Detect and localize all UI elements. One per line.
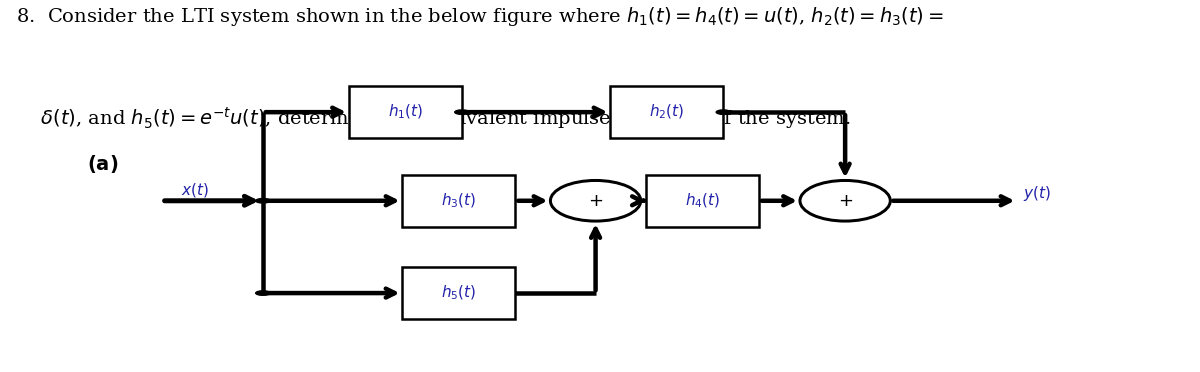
Text: $\delta(t)$, and $h_5(t) = e^{-t}u(t)$, determine the equivalent impulse respons: $\delta(t)$, and $h_5(t) = e^{-t}u(t)$, … bbox=[16, 105, 850, 131]
FancyBboxPatch shape bbox=[611, 86, 724, 138]
Text: +: + bbox=[838, 192, 853, 210]
FancyBboxPatch shape bbox=[402, 267, 515, 319]
Text: $h_1(t)$: $h_1(t)$ bbox=[388, 103, 424, 121]
Text: $\mathbf{(a)}$: $\mathbf{(a)}$ bbox=[86, 153, 119, 175]
Circle shape bbox=[716, 110, 731, 114]
Text: $h_4(t)$: $h_4(t)$ bbox=[685, 192, 720, 210]
Text: $y(t)$: $y(t)$ bbox=[1024, 184, 1051, 203]
Text: 8.  Consider the LTI system shown in the below figure where $h_1(t) = h_4(t) = u: 8. Consider the LTI system shown in the … bbox=[16, 5, 943, 28]
Text: $h_5(t)$: $h_5(t)$ bbox=[442, 284, 476, 302]
Circle shape bbox=[455, 110, 469, 114]
Text: $h_2(t)$: $h_2(t)$ bbox=[649, 103, 684, 121]
FancyBboxPatch shape bbox=[349, 86, 462, 138]
Text: +: + bbox=[588, 192, 604, 210]
FancyBboxPatch shape bbox=[402, 175, 515, 227]
Circle shape bbox=[256, 199, 270, 203]
Text: $h_3(t)$: $h_3(t)$ bbox=[442, 192, 476, 210]
Text: $x(t)$: $x(t)$ bbox=[181, 181, 209, 199]
Circle shape bbox=[256, 291, 270, 295]
FancyBboxPatch shape bbox=[646, 175, 758, 227]
